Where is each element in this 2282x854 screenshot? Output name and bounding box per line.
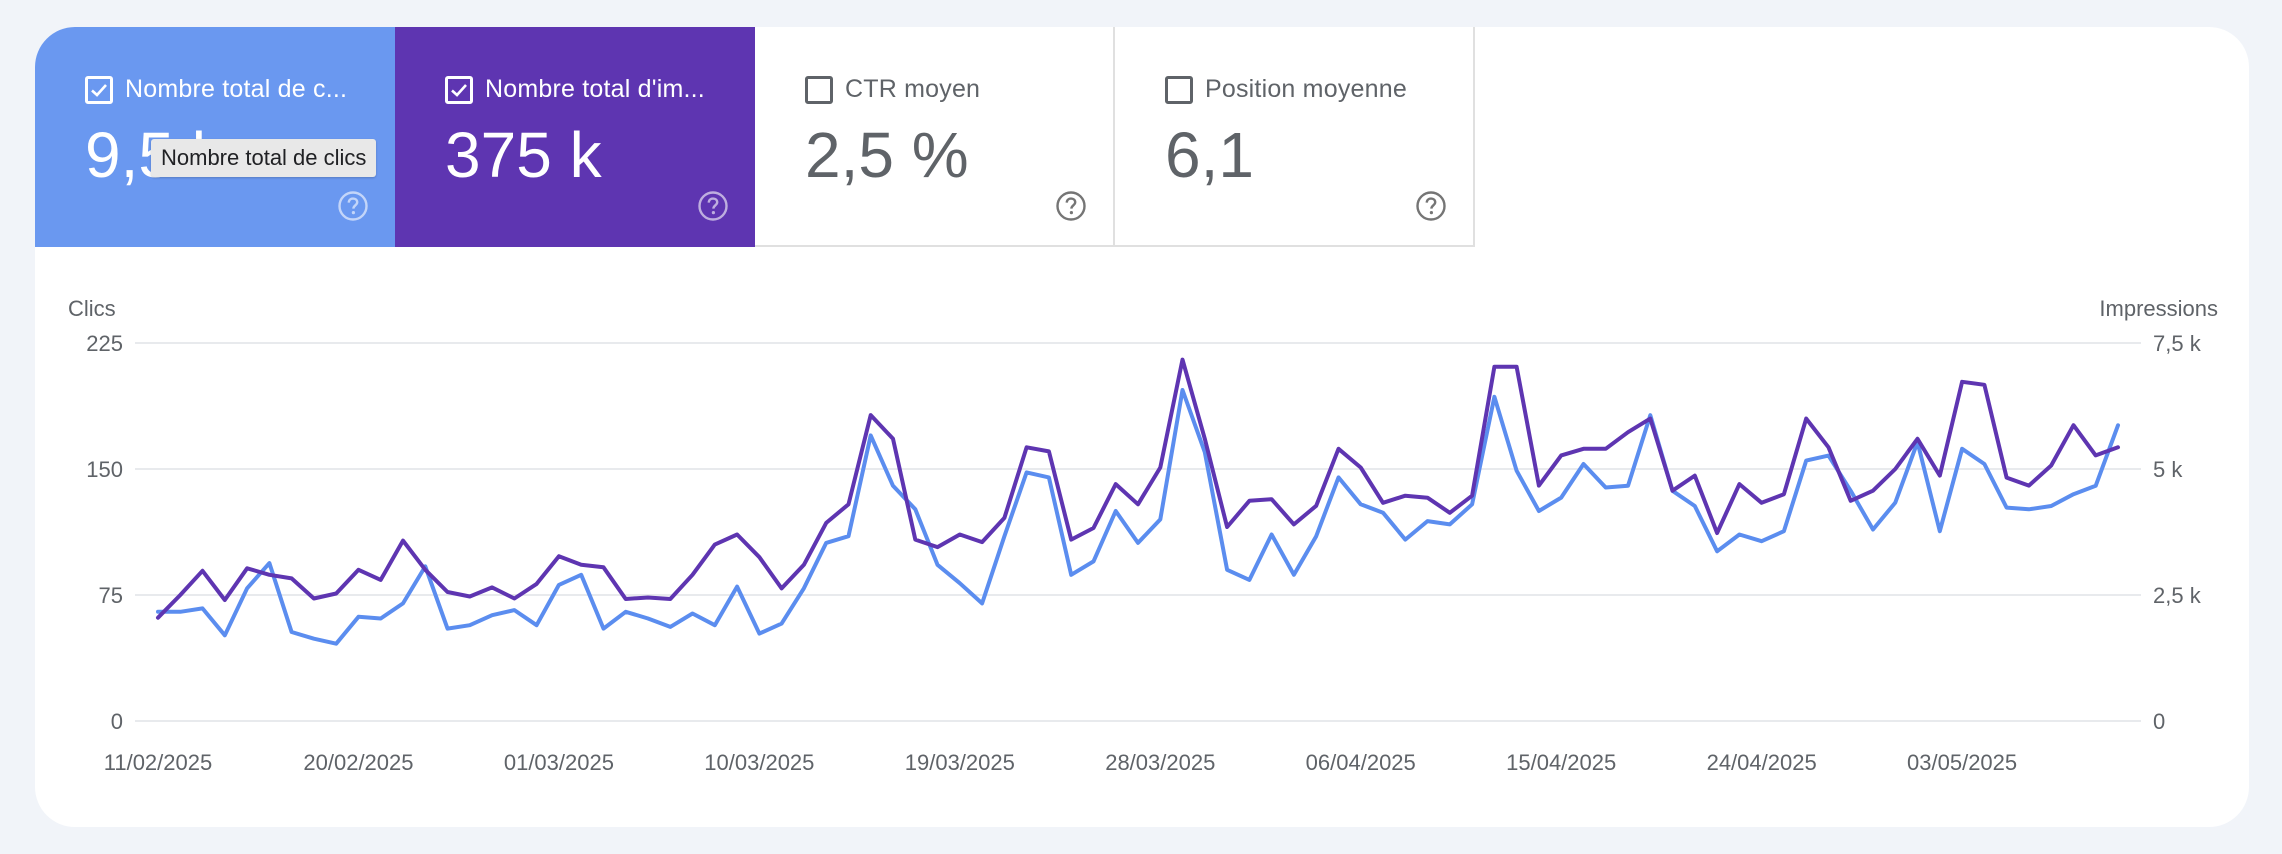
left-tick-label: 75 [99,583,123,608]
series-lines [156,357,2120,646]
right-tick-label: 0 [2153,709,2165,734]
help-icon[interactable] [337,190,369,222]
metric-tab-impressions[interactable]: Nombre total d'im... 375 k [395,27,755,247]
metric-tab-ctr[interactable]: CTR moyen 2,5 % [755,27,1115,247]
right-tick-label: 5 k [2153,457,2183,482]
tooltip: Nombre total de clics [151,139,377,177]
metric-label-ctr: CTR moyen [845,75,981,103]
series-line-clicks [156,388,2120,646]
metric-value-ctr: 2,5 % [805,119,969,191]
left-tick-label: 0 [111,709,123,734]
left-axis-ticks: 0 75 150 225 [86,331,123,734]
x-tick-label: 15/04/2025 [1506,750,1616,775]
help-icon[interactable] [1415,190,1447,222]
x-tick-label: 19/03/2025 [905,750,1015,775]
x-tick-label: 01/03/2025 [504,750,614,775]
x-tick-label: 20/02/2025 [303,750,413,775]
x-axis-ticks: 11/02/2025 20/02/2025 01/03/2025 10/03/2025… [104,750,2017,775]
metric-tabs: Nombre total de c... 9,5 k Nombre total … [35,27,1475,247]
x-tick-label: 28/03/2025 [1105,750,1215,775]
performance-card: 0 75 150 225 0 2,5 k 5 k 7,5 k 11/02/2025 20/02… [35,27,2249,827]
metric-value-impressions: 375 k [445,119,602,191]
right-tick-label: 2,5 k [2153,583,2202,608]
left-tick-label: 225 [86,331,123,356]
series-line-impressions [156,357,2120,620]
help-icon[interactable] [697,190,729,222]
x-tick-label: 06/04/2025 [1306,750,1416,775]
checkbox-checked-icon[interactable] [85,75,113,104]
metric-tab-clicks[interactable]: Nombre total de c... 9,5 k [35,27,395,247]
performance-chart: 0 75 150 225 0 2,5 k 5 k 7,5 k 11/02/2025 20/02… [68,296,2218,775]
left-axis-title: Clics [68,296,116,321]
metric-value-position: 6,1 [1165,119,1254,191]
x-tick-label: 24/04/2025 [1707,750,1817,775]
grid-lines [135,342,2141,722]
checkbox-unchecked-icon[interactable] [1165,75,1193,104]
x-tick-label: 03/05/2025 [1907,750,2017,775]
checkbox-unchecked-icon[interactable] [805,75,833,104]
metric-label-position: Position moyenne [1205,75,1407,103]
right-axis-title: Impressions [2099,296,2218,321]
right-tick-label: 7,5 k [2153,331,2202,356]
right-axis-ticks: 0 2,5 k 5 k 7,5 k [2153,331,2202,734]
left-tick-label: 150 [86,457,123,482]
x-tick-label: 10/03/2025 [704,750,814,775]
checkbox-checked-icon[interactable] [445,75,473,104]
metric-tab-position[interactable]: Position moyenne 6,1 [1115,27,1475,247]
x-tick-label: 11/02/2025 [104,750,212,775]
metric-label-clicks: Nombre total de c... [125,75,348,103]
help-icon[interactable] [1055,190,1087,222]
metric-label-impressions: Nombre total d'im... [485,75,705,103]
